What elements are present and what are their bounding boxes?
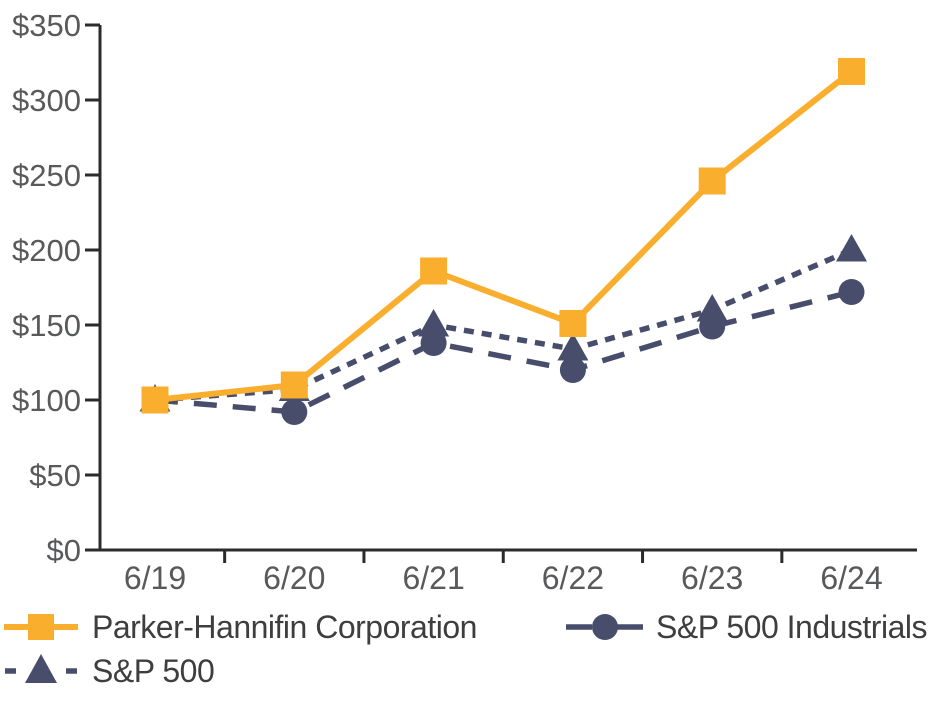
x-tick-label: 6/20: [263, 560, 325, 596]
chart-plot-area: $350 $300 $250 $200 $150 $100 $50 $0 6/19 6/20 6/2…: [12, 8, 917, 596]
x-tick-label: 6/19: [124, 560, 186, 596]
data-marker-triangle: [696, 294, 728, 322]
series-line-0: [154, 69, 854, 403]
sp500-legend-marker: [5, 654, 77, 683]
data-marker-square: [280, 371, 308, 399]
x-tick-label: 6/23: [681, 560, 743, 596]
data-marker-circle: [559, 357, 586, 383]
legend-label-sp500-industrials: S&P 500 Industrials: [656, 608, 927, 645]
x-tick-label: 6/21: [402, 560, 464, 596]
data-marker-circle: [838, 279, 865, 305]
legend-triangle-marker-icon: [25, 654, 57, 683]
y-tick-label: $150: [12, 308, 81, 343]
data-marker-square: [559, 310, 587, 337]
y-tick-label: $100: [12, 383, 81, 418]
legend-item-parker-hannifin: Parker-Hannifin Corporation: [2, 604, 477, 650]
data-marker-square: [698, 167, 726, 195]
legend-item-sp500-industrials: S&P 500 Industrials: [566, 604, 927, 650]
series-line-2: [154, 289, 853, 415]
y-tick-label: $0: [47, 533, 81, 568]
legend-square-marker-icon: [28, 614, 54, 640]
data-marker-circle: [281, 399, 308, 425]
parker-hannifin-legend-marker: [4, 614, 78, 640]
x-tick-label: 6/22: [542, 560, 604, 596]
legend-item-sp500: S&P 500: [2, 648, 215, 694]
data-marker-triangle: [836, 234, 867, 262]
y-tick-label: $250: [12, 158, 81, 193]
y-tick-label: $350: [12, 8, 81, 43]
data-marker-square: [838, 58, 865, 85]
y-tick-label: $300: [12, 83, 81, 118]
y-tick-label: $50: [29, 458, 81, 493]
data-marker-square: [420, 257, 448, 285]
legend-circle-marker-icon: [592, 614, 618, 640]
legend-label-parker-hannifin: Parker-Hannifin Corporation: [92, 608, 477, 645]
x-tick-label: 6/24: [820, 560, 882, 596]
y-tick-label: $200: [12, 233, 81, 268]
data-marker-triangle: [418, 309, 450, 337]
sp500-industrials-legend-marker: [566, 614, 644, 640]
series-line-1: [154, 247, 853, 403]
data-marker-triangle: [557, 333, 589, 361]
data-marker-square: [141, 386, 169, 414]
legend-label-sp500: S&P 500: [92, 652, 215, 689]
